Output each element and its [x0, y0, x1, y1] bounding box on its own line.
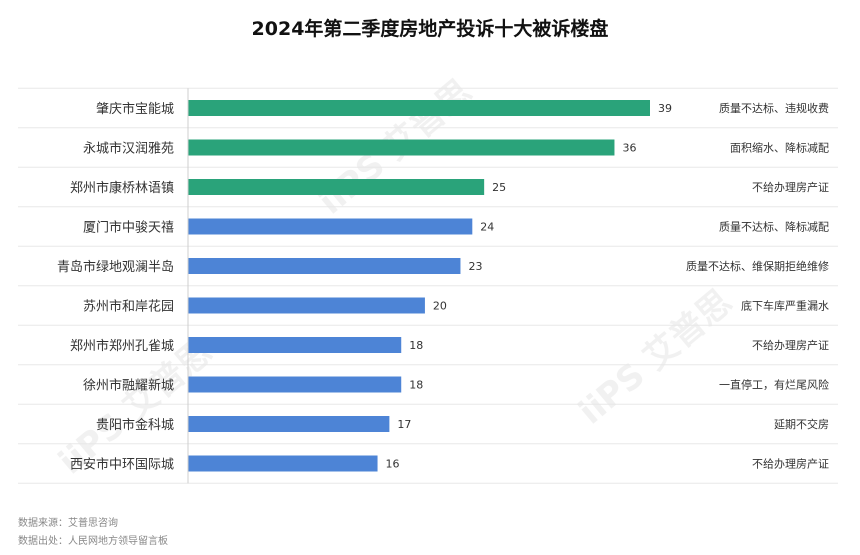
- bar: [188, 100, 650, 116]
- value-label: 39: [658, 102, 672, 115]
- data-source: 数据来源：艾普思咨询: [18, 518, 118, 529]
- issue-label: 不给办理房产证: [752, 338, 829, 352]
- bar: [188, 218, 473, 235]
- data-origin: 数据出处：人民网地方领导留言板: [18, 536, 168, 547]
- bar: [188, 337, 402, 353]
- value-label: 17: [397, 418, 411, 431]
- category-label: 肇庆市宝能城: [96, 101, 174, 117]
- category-label: 西安市中环国际城: [70, 457, 174, 473]
- value-label: 16: [386, 458, 400, 471]
- category-label: 青岛市绿地观澜半岛: [57, 259, 174, 275]
- issue-label: 质量不达标、维保期拒绝维修: [686, 259, 829, 273]
- chart-title: 2024年第二季度房地产投诉十大被诉楼盘: [251, 18, 609, 40]
- bar: [188, 376, 402, 393]
- value-label: 18: [409, 339, 423, 352]
- issue-label: 面积缩水、降标减配: [730, 141, 829, 155]
- value-label: 36: [622, 142, 636, 155]
- bar: [188, 455, 378, 472]
- value-label: 20: [433, 300, 447, 313]
- category-label: 徐州市融耀新城: [83, 378, 174, 394]
- issue-label: 底下车库严重漏水: [741, 299, 829, 313]
- category-label: 郑州市郑州孔雀城: [70, 338, 174, 354]
- issue-label: 延期不交房: [774, 417, 829, 431]
- issue-label: 不给办理房产证: [752, 457, 829, 471]
- category-label: 苏州市和岸花园: [83, 299, 174, 315]
- issue-label: 质量不达标、降标减配: [719, 220, 829, 234]
- value-label: 25: [492, 181, 506, 194]
- bar: [188, 416, 390, 432]
- category-label: 郑州市康桥林语镇: [70, 180, 174, 196]
- value-label: 18: [409, 379, 423, 392]
- category-label: 永城市汉润雅苑: [83, 141, 174, 157]
- category-label: 厦门市中骏天禧: [83, 220, 174, 236]
- issue-label: 质量不达标、违规收费: [719, 101, 829, 115]
- bar: [188, 258, 461, 274]
- issue-label: 不给办理房产证: [752, 180, 829, 194]
- bar: [188, 297, 425, 314]
- issue-label: 一直停工，有烂尾风险: [719, 378, 829, 392]
- category-label: 贵阳市金科城: [96, 417, 174, 433]
- bar: [188, 179, 485, 195]
- value-label: 23: [468, 260, 482, 273]
- value-label: 24: [480, 221, 494, 234]
- bar: [188, 139, 615, 156]
